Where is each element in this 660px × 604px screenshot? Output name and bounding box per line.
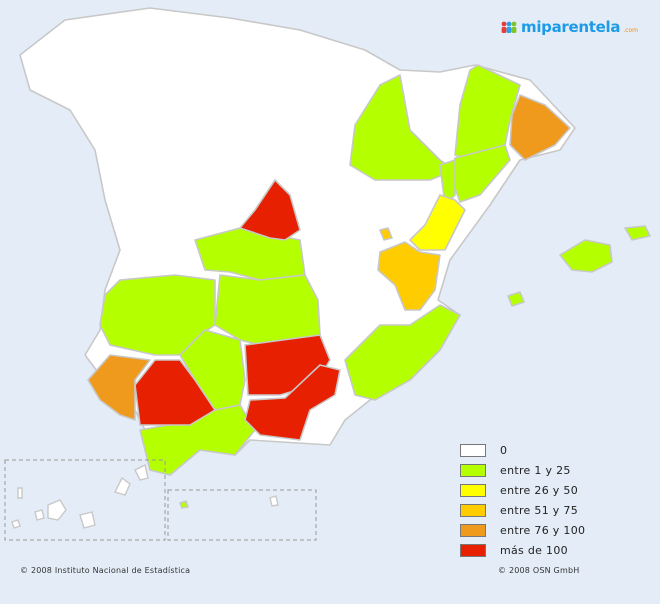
legend-swatch bbox=[460, 463, 486, 477]
legend-label: entre 76 y 100 bbox=[500, 523, 586, 537]
legend-item: 0 bbox=[460, 440, 585, 460]
region-balearic-mallorca bbox=[559, 239, 613, 273]
miparentela-logo[interactable]: miparentela .com bbox=[500, 18, 638, 36]
map-legend: 0 entre 1 y 25 entre 26 y 50 entre 51 y 75 e… bbox=[460, 440, 585, 560]
ceuta-melilla-inset bbox=[167, 489, 317, 541]
legend-label: 0 bbox=[500, 443, 508, 457]
region-central-b bbox=[214, 274, 321, 346]
legend-swatch bbox=[460, 483, 486, 497]
region-murcia-valencia bbox=[344, 304, 461, 401]
region-castellon bbox=[409, 194, 466, 251]
legend-label: entre 1 y 25 bbox=[500, 463, 571, 477]
footer-copyright-osn: © 2008 OSN GmbH bbox=[498, 566, 580, 575]
region-castellon-north bbox=[439, 159, 456, 206]
region-barcelona bbox=[509, 94, 571, 161]
melilla bbox=[269, 495, 279, 507]
logo-suffix: .com bbox=[623, 26, 638, 34]
region-sevilla bbox=[134, 359, 216, 426]
canary-islands-inset bbox=[4, 459, 166, 541]
people-group-icon bbox=[501, 21, 517, 33]
legend-item: entre 51 y 75 bbox=[460, 500, 585, 520]
region-huelva bbox=[87, 354, 151, 421]
legend-swatch bbox=[460, 443, 486, 457]
legend-swatch bbox=[460, 503, 486, 517]
legend-label: entre 26 y 50 bbox=[500, 483, 578, 497]
legend-label: entre 51 y 75 bbox=[500, 503, 578, 517]
region-balearic-ibiza bbox=[507, 291, 525, 307]
legend-item: entre 76 y 100 bbox=[460, 520, 585, 540]
region-valencia-enclave bbox=[379, 227, 393, 241]
legend-label: más de 100 bbox=[500, 543, 568, 557]
logo-text: miparentela bbox=[521, 18, 621, 36]
legend-item: entre 1 y 25 bbox=[460, 460, 585, 480]
canary-islands bbox=[11, 463, 149, 529]
legend-swatch bbox=[460, 543, 486, 557]
legend-item: más de 100 bbox=[460, 540, 585, 560]
legend-item: entre 26 y 50 bbox=[460, 480, 585, 500]
region-ceuta bbox=[179, 500, 189, 509]
footer-copyright-ine: © 2008 Instituto Nacional de Estadística bbox=[20, 566, 191, 575]
region-valencia bbox=[377, 241, 441, 311]
region-madrid bbox=[239, 179, 301, 241]
legend-swatch bbox=[460, 523, 486, 537]
region-balearic-menorca bbox=[624, 225, 651, 241]
region-granada bbox=[244, 364, 341, 441]
